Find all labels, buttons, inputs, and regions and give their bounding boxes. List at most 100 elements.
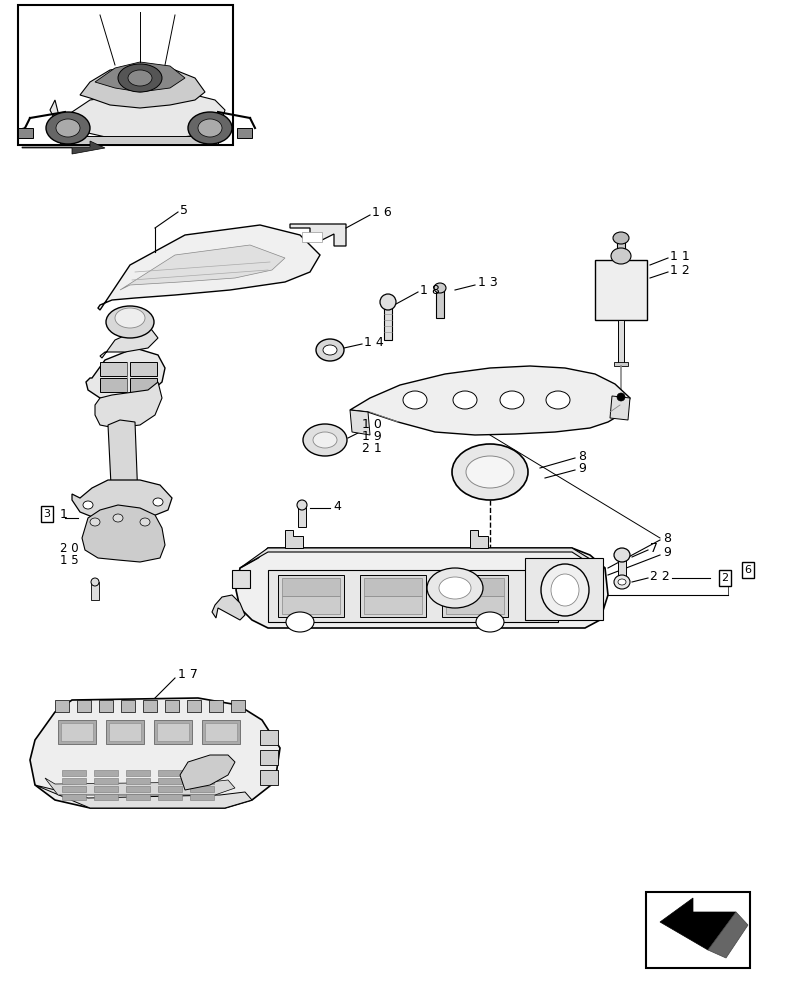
Bar bbox=[617, 320, 623, 365]
Bar bbox=[62, 786, 86, 792]
Ellipse shape bbox=[439, 577, 470, 599]
Text: 5: 5 bbox=[180, 204, 188, 217]
Polygon shape bbox=[98, 225, 320, 310]
Bar bbox=[157, 723, 189, 741]
Bar bbox=[187, 700, 201, 712]
Bar bbox=[281, 578, 340, 596]
Bar bbox=[94, 770, 118, 776]
Text: 2 0: 2 0 bbox=[60, 542, 79, 554]
Bar bbox=[109, 723, 141, 741]
Bar bbox=[99, 700, 113, 712]
Polygon shape bbox=[659, 898, 735, 950]
Polygon shape bbox=[86, 348, 165, 400]
Ellipse shape bbox=[427, 568, 483, 608]
Polygon shape bbox=[350, 366, 629, 435]
Polygon shape bbox=[95, 382, 162, 428]
Ellipse shape bbox=[128, 70, 152, 86]
Bar bbox=[384, 302, 392, 340]
Ellipse shape bbox=[466, 456, 513, 488]
Bar bbox=[525, 558, 603, 620]
Polygon shape bbox=[240, 548, 604, 570]
Ellipse shape bbox=[616, 393, 624, 401]
Ellipse shape bbox=[118, 64, 162, 92]
Ellipse shape bbox=[402, 391, 427, 409]
Bar bbox=[232, 570, 250, 588]
Ellipse shape bbox=[106, 306, 154, 338]
Bar bbox=[359, 575, 426, 617]
Polygon shape bbox=[180, 755, 234, 790]
Bar bbox=[94, 778, 118, 784]
Ellipse shape bbox=[297, 500, 307, 510]
Text: 2: 2 bbox=[720, 573, 727, 583]
Bar bbox=[154, 720, 191, 744]
Polygon shape bbox=[290, 224, 345, 246]
Text: 2 2: 2 2 bbox=[649, 570, 669, 584]
Bar bbox=[126, 794, 150, 800]
Bar bbox=[616, 240, 624, 258]
Bar bbox=[121, 700, 135, 712]
Polygon shape bbox=[212, 595, 245, 620]
Bar bbox=[77, 700, 91, 712]
Text: 1 4: 1 4 bbox=[363, 336, 384, 349]
Bar bbox=[158, 794, 182, 800]
Ellipse shape bbox=[452, 444, 527, 500]
Ellipse shape bbox=[453, 391, 476, 409]
Bar bbox=[100, 362, 127, 376]
Bar bbox=[158, 770, 182, 776]
Bar bbox=[55, 700, 69, 712]
Bar bbox=[165, 700, 178, 712]
Ellipse shape bbox=[46, 112, 90, 144]
Polygon shape bbox=[609, 396, 629, 420]
Bar bbox=[106, 720, 144, 744]
Bar bbox=[646, 892, 749, 968]
Bar bbox=[277, 575, 344, 617]
Bar bbox=[126, 770, 150, 776]
Ellipse shape bbox=[315, 339, 344, 361]
Bar bbox=[594, 260, 646, 320]
Bar bbox=[18, 5, 233, 145]
Bar bbox=[613, 362, 627, 366]
Ellipse shape bbox=[380, 294, 396, 310]
Text: 4: 4 bbox=[333, 499, 341, 512]
Polygon shape bbox=[45, 778, 234, 795]
Text: 1 2: 1 2 bbox=[669, 263, 689, 276]
Text: 9: 9 bbox=[663, 546, 670, 560]
Ellipse shape bbox=[545, 391, 569, 409]
Ellipse shape bbox=[612, 232, 629, 244]
Ellipse shape bbox=[83, 501, 93, 509]
Polygon shape bbox=[350, 410, 370, 435]
Bar bbox=[298, 505, 306, 527]
Bar bbox=[58, 720, 96, 744]
Bar bbox=[130, 362, 157, 376]
Bar bbox=[208, 700, 223, 712]
Polygon shape bbox=[95, 62, 185, 92]
Bar bbox=[18, 128, 33, 138]
Text: 1 8: 1 8 bbox=[419, 284, 440, 296]
Text: 1: 1 bbox=[60, 508, 68, 520]
Ellipse shape bbox=[303, 424, 346, 456]
Ellipse shape bbox=[610, 248, 630, 264]
Ellipse shape bbox=[433, 283, 445, 293]
Polygon shape bbox=[72, 480, 172, 520]
Polygon shape bbox=[82, 505, 165, 562]
Ellipse shape bbox=[139, 518, 150, 526]
Ellipse shape bbox=[540, 564, 588, 616]
Polygon shape bbox=[80, 65, 204, 108]
Text: 1 6: 1 6 bbox=[371, 207, 391, 220]
Bar bbox=[100, 378, 127, 392]
Polygon shape bbox=[22, 141, 105, 154]
Ellipse shape bbox=[285, 612, 314, 632]
Bar bbox=[62, 794, 86, 800]
Bar bbox=[190, 770, 214, 776]
Text: 1 5: 1 5 bbox=[60, 554, 79, 566]
Bar bbox=[445, 578, 504, 596]
Polygon shape bbox=[100, 325, 158, 358]
Text: 9: 9 bbox=[577, 462, 586, 475]
Text: 7: 7 bbox=[649, 542, 657, 554]
Ellipse shape bbox=[312, 432, 337, 448]
Ellipse shape bbox=[475, 612, 504, 632]
Bar bbox=[436, 288, 444, 318]
Ellipse shape bbox=[90, 518, 100, 526]
Bar bbox=[260, 750, 277, 765]
Polygon shape bbox=[108, 420, 138, 505]
